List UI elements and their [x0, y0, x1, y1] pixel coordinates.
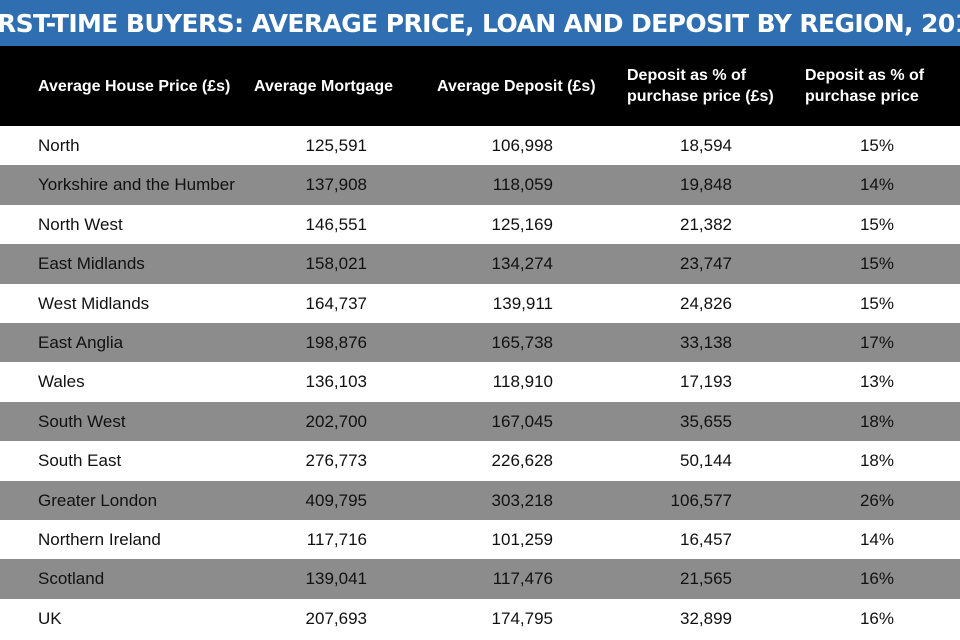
mortgage-cell: 101,259: [491, 529, 553, 549]
mortgage-cell: 134,274: [491, 254, 553, 274]
mortgage-cell: 303,218: [491, 490, 553, 510]
region-cell: Northern Ireland: [38, 529, 161, 549]
column-header-average-house-price: Average House Price (£s): [38, 77, 231, 95]
table-row: North 125,591 106,998 18,594 15%: [0, 126, 960, 166]
table-row: Wales 136,103 118,910 17,193 13%: [0, 362, 960, 402]
mortgage-cell: 106,998: [491, 136, 553, 155]
mortgage-cell: 117,476: [492, 569, 553, 589]
column-header-average-deposit: Average Deposit (£s): [437, 77, 596, 95]
deposit-pct-cell: 16%: [859, 608, 894, 628]
region-cell: Scotland: [38, 569, 105, 589]
house-price-cell: 409,795: [305, 490, 367, 510]
deposit-pct-cell: 13%: [859, 372, 894, 392]
mortgage-cell: 139,911: [492, 293, 553, 313]
deposit-cell: 21,565: [680, 569, 732, 589]
table-row: Northern Ireland 117,716 101,259 16,457 14%: [0, 519, 960, 560]
table-row: UK 207,693 174,795 32,899 16%: [0, 598, 960, 639]
deposit-cell: 21,382: [680, 214, 732, 234]
deposit-cell: 19,848: [680, 175, 732, 195]
table-title: FIRST-TIME BUYERS: AVERAGE PRICE, LOAN A…: [0, 0, 960, 46]
region-cell: North: [38, 136, 80, 155]
table-header-row: Average House Price (£s) Average Mortgag…: [0, 46, 960, 126]
deposit-pct-cell: 15%: [859, 293, 894, 313]
deposit-cell: 35,655: [680, 411, 732, 431]
mortgage-cell: 174,795: [491, 608, 553, 628]
table-body: North 125,591 106,998 18,594 15% Yorkshire an…: [0, 126, 960, 639]
deposit-cell: 106,577: [670, 490, 732, 510]
deposit-cell: 50,144: [680, 451, 732, 471]
deposit-cell: 18,594: [680, 136, 732, 155]
region-cell: South East: [38, 451, 122, 471]
house-price-cell: 207,693: [305, 608, 367, 628]
table-row: East Midlands 158,021 134,274 23,747 15%: [0, 244, 960, 284]
region-cell: UK: [38, 608, 62, 628]
table-row: East Anglia 198,876 165,738 33,138 17%: [0, 322, 960, 363]
region-cell: West Midlands: [38, 293, 150, 313]
table-row: South West 202,700 167,045 35,655 18%: [0, 401, 960, 442]
house-price-cell: 198,876: [305, 332, 367, 352]
region-cell: Greater London: [38, 490, 158, 510]
mortgage-cell: 118,910: [492, 372, 553, 392]
mortgage-cell: 125,169: [491, 214, 553, 234]
house-price-cell: 137,908: [305, 175, 367, 195]
house-price-cell: 146,551: [305, 214, 367, 234]
region-cell: East Midlands: [38, 254, 145, 274]
column-header-deposit-pct-gbp: Deposit as % of purchase price (£s): [627, 67, 774, 105]
deposit-pct-cell: 18%: [859, 451, 894, 471]
house-price-cell: 158,021: [305, 254, 367, 274]
table-row: South East 276,773 226,628 50,144 18%: [0, 441, 960, 481]
deposit-pct-cell: 16%: [859, 569, 894, 589]
deposit-cell: 33,138: [680, 332, 732, 352]
region-cell: North West: [38, 214, 123, 234]
deposit-cell: 16,457: [680, 529, 732, 549]
table-row: Yorkshire and the Humber 137,908 118,059 19…: [0, 165, 960, 205]
deposit-cell: 17,193: [680, 372, 732, 392]
region-cell: South West: [38, 411, 126, 431]
mortgage-cell: 118,059: [492, 175, 553, 195]
deposit-pct-cell: 14%: [859, 175, 894, 195]
deposit-pct-cell: 14%: [859, 529, 894, 549]
deposit-pct-cell: 18%: [859, 411, 894, 431]
column-header-average-mortgage: Average Mortgage: [254, 77, 393, 95]
deposit-cell: 23,747: [680, 254, 732, 274]
deposit-pct-cell: 15%: [859, 136, 894, 155]
house-price-cell: 139,041: [305, 569, 367, 589]
mortgage-cell: 167,045: [491, 411, 553, 431]
mortgage-cell: 165,738: [491, 332, 553, 352]
region-cell: Wales: [38, 372, 85, 392]
region-cell: East Anglia: [38, 332, 124, 352]
column-header-deposit-pct: Deposit as % of purchase price: [805, 67, 925, 105]
house-price-cell: 125,591: [305, 136, 367, 155]
house-price-cell: 136,103: [305, 372, 367, 392]
deposit-pct-cell: 17%: [859, 332, 894, 352]
house-price-cell: 117,716: [306, 529, 367, 549]
deposit-cell: 24,826: [680, 293, 732, 313]
table-row: North West 146,551 125,169 21,382 15%: [0, 204, 960, 245]
house-price-cell: 164,737: [305, 293, 367, 313]
table-row: Greater London 409,795 303,218 106,577 26%: [0, 480, 960, 520]
deposit-pct-cell: 15%: [859, 254, 894, 274]
table-row: Scotland 139,041 117,476 21,565 16%: [0, 559, 960, 599]
table-row: West Midlands 164,737 139,911 24,826 15%: [0, 283, 960, 323]
mortgage-cell: 226,628: [491, 451, 553, 471]
deposit-pct-cell: 26%: [859, 490, 894, 510]
house-price-cell: 276,773: [305, 451, 367, 471]
region-cell: Yorkshire and the Humber: [38, 175, 235, 195]
deposit-pct-cell: 15%: [859, 214, 894, 234]
deposit-cell: 32,899: [680, 608, 732, 628]
house-price-cell: 202,700: [305, 411, 367, 431]
